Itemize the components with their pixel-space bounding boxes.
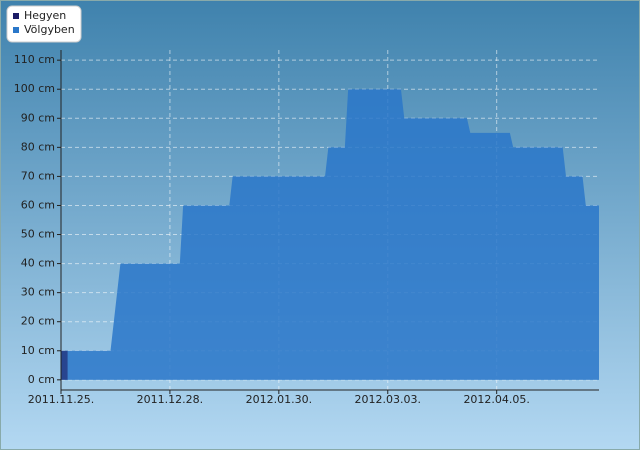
y-tick-label: 70 cm xyxy=(21,169,55,182)
x-tick-label: 2012.03.03. xyxy=(355,393,421,406)
y-tick-label: 10 cm xyxy=(21,344,55,357)
legend-swatch xyxy=(13,27,19,33)
y-tick-label: 100 cm xyxy=(14,82,55,95)
x-tick-label: 2011.11.25. xyxy=(28,393,94,406)
legend-swatch xyxy=(13,13,19,19)
legend-label: Völgyben xyxy=(24,23,75,36)
y-tick-label: 50 cm xyxy=(21,228,55,241)
y-tick-label: 30 cm xyxy=(21,286,55,299)
legend-label: Hegyen xyxy=(24,9,66,22)
y-tick-label: 80 cm xyxy=(21,140,55,153)
y-tick-label: 110 cm xyxy=(14,53,55,66)
x-tick-label: 2011.12.28. xyxy=(137,393,203,406)
y-tick-label: 20 cm xyxy=(21,315,55,328)
area xyxy=(61,89,599,380)
y-tick-label: 40 cm xyxy=(21,257,55,270)
area xyxy=(61,350,68,380)
y-tick-label: 0 cm xyxy=(28,373,55,386)
x-tick-label: 2012.01.30. xyxy=(246,393,312,406)
x-tick-label: 2012.04.05. xyxy=(463,393,529,406)
y-tick-label: 90 cm xyxy=(21,111,55,124)
y-tick-label: 60 cm xyxy=(21,198,55,211)
legend-box xyxy=(6,5,82,43)
